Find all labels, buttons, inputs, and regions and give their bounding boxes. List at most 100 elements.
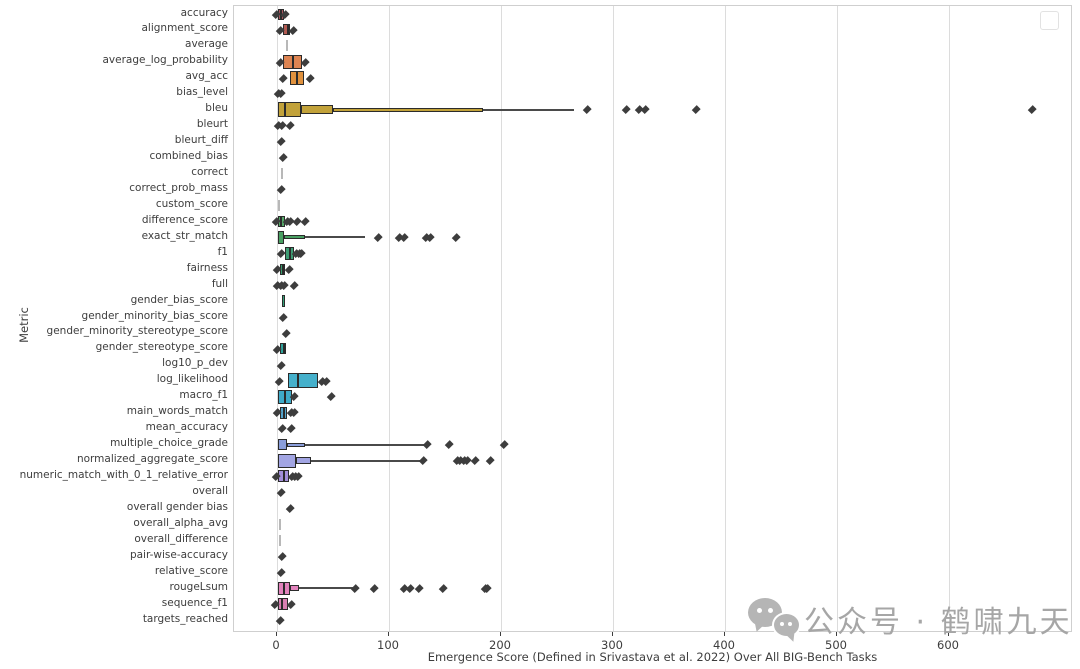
y-tick-label: overall xyxy=(192,484,228,497)
y-tick-label: overall_difference xyxy=(134,532,228,545)
x-tick-mark xyxy=(612,632,613,636)
y-tick-label: overall_alpha_avg xyxy=(133,516,228,529)
y-tick-label: targets_reached xyxy=(142,612,228,625)
whisker xyxy=(305,443,426,446)
median-line xyxy=(281,599,284,610)
y-tick-label: gender_minority_bias_score xyxy=(81,309,228,322)
x-tick-label: 600 xyxy=(937,638,959,652)
median-line xyxy=(282,264,285,274)
gridline xyxy=(949,6,950,631)
outlier-diamond xyxy=(415,583,424,593)
y-tick-label: gender_minority_stereotype_score xyxy=(46,325,228,338)
whisker xyxy=(305,236,366,239)
outlier-diamond xyxy=(419,456,428,465)
outlier-diamond xyxy=(276,568,286,577)
whisker xyxy=(299,587,354,590)
x-tick-mark xyxy=(500,632,501,636)
outlier-diamond xyxy=(277,185,286,194)
outlier-diamond xyxy=(483,583,492,593)
y-tick-label: average xyxy=(185,38,228,51)
outlier-diamond xyxy=(286,121,295,130)
y-axis-label: Metric xyxy=(16,307,31,343)
outlier-diamond xyxy=(276,249,286,258)
x-tick-mark xyxy=(276,632,277,636)
box-segment xyxy=(333,107,484,112)
y-tick-label: multiple_choice_grade xyxy=(110,437,228,450)
y-tick-label: bias_level xyxy=(176,86,228,99)
median-line xyxy=(283,390,286,403)
x-tick-mark xyxy=(724,632,725,636)
median-line xyxy=(297,374,300,388)
outlier-diamond xyxy=(300,217,310,226)
outlier-diamond xyxy=(279,153,288,162)
y-tick-label: overall gender bias xyxy=(126,500,228,513)
median-line xyxy=(282,344,285,354)
whisker xyxy=(310,459,423,462)
y-tick-label: correct xyxy=(191,165,228,178)
single-value-line xyxy=(279,518,282,530)
y-tick-label: bleu xyxy=(205,102,228,115)
outlier-diamond xyxy=(641,105,650,114)
median-line xyxy=(282,582,285,594)
y-tick-label: gender_bias_score xyxy=(130,293,228,306)
outlier-diamond xyxy=(406,583,415,593)
y-tick-label: full xyxy=(211,277,228,290)
x-tick-label: 200 xyxy=(489,638,511,652)
outlier-diamond xyxy=(289,280,298,290)
box-segment xyxy=(277,230,284,244)
plot-area xyxy=(233,5,1072,632)
outlier-diamond xyxy=(438,583,447,593)
x-tick-label: 500 xyxy=(825,638,847,652)
median-line xyxy=(282,471,285,482)
y-tick-label: rougeLsum xyxy=(169,580,229,593)
x-tick-mark xyxy=(948,632,949,636)
median-line xyxy=(283,407,286,418)
y-tick-label: f1 xyxy=(217,245,228,258)
box-segment xyxy=(277,102,301,118)
outlier-diamond xyxy=(301,57,310,66)
x-tick-label: 300 xyxy=(601,638,623,652)
outlier-diamond xyxy=(285,265,294,274)
gridline xyxy=(725,6,726,631)
outlier-diamond xyxy=(471,456,480,465)
y-tick-label: custom_score xyxy=(155,197,228,210)
y-tick-label: exact_str_match xyxy=(141,229,228,242)
outlier-diamond xyxy=(426,233,435,242)
box-segment xyxy=(277,453,297,468)
y-tick-label: macro_f1 xyxy=(179,389,228,402)
single-value-line xyxy=(277,199,280,211)
x-tick-mark xyxy=(388,632,389,636)
x-axis-label: Emergence Score (Defined in Srivastava e… xyxy=(427,650,878,664)
outlier-diamond xyxy=(351,583,360,593)
y-tick-label: bleurt_diff xyxy=(174,134,228,147)
outlier-diamond xyxy=(279,73,288,82)
y-tick-label: combined_bias xyxy=(149,150,228,163)
box-segment xyxy=(282,295,286,308)
box-segment xyxy=(287,442,305,447)
outlier-diamond xyxy=(326,392,335,401)
y-tick-label: avg_acc xyxy=(185,70,228,83)
box-segment xyxy=(296,457,311,465)
legend-box xyxy=(1040,11,1059,30)
outlier-diamond xyxy=(373,233,382,242)
outlier-diamond xyxy=(422,440,432,449)
outlier-diamond xyxy=(277,424,287,433)
y-tick-label: accuracy xyxy=(180,6,228,19)
outlier-diamond xyxy=(285,504,295,513)
outlier-diamond xyxy=(691,105,701,114)
y-tick-label: log10_p_dev xyxy=(162,357,228,370)
single-value-line xyxy=(281,167,284,179)
x-tick-label: 100 xyxy=(377,638,399,652)
median-line xyxy=(280,216,283,226)
outlier-diamond xyxy=(281,328,291,338)
median-line xyxy=(289,247,292,259)
single-value-line xyxy=(279,534,282,546)
outlier-diamond xyxy=(370,583,379,593)
median-line xyxy=(283,103,286,117)
y-tick-label: normalized_aggregate_score xyxy=(76,453,228,466)
outlier-diamond xyxy=(286,424,296,433)
outlier-diamond xyxy=(289,25,298,35)
x-tick-mark xyxy=(836,632,837,636)
y-tick-label: relative_score xyxy=(154,564,228,577)
